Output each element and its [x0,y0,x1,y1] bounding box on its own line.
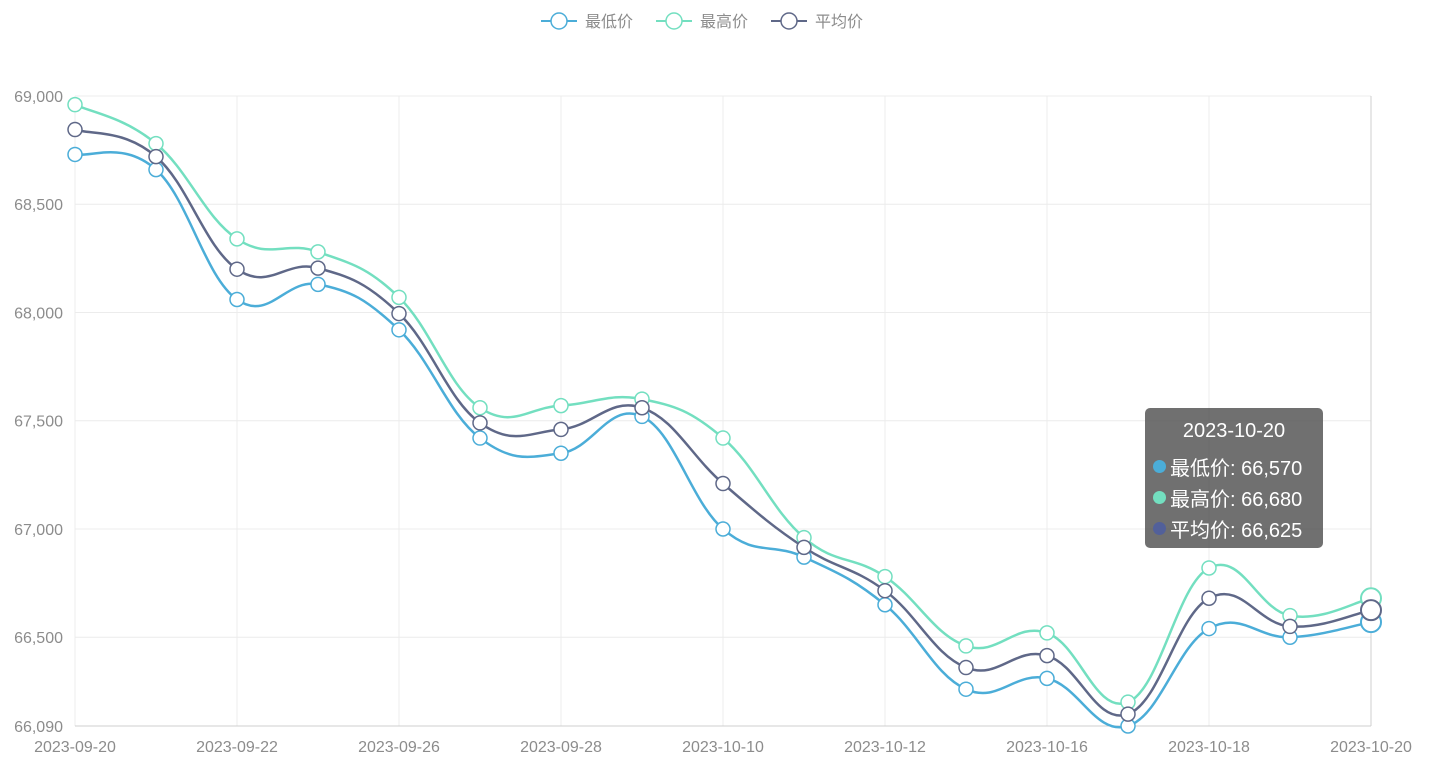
y-tick-label: 69,000 [14,89,63,106]
y-tick-label: 67,500 [14,414,63,431]
tooltip-title: 2023-10-20 [1182,420,1286,442]
tooltip-dot-avg-icon [1153,522,1166,535]
x-tick-label: 2023-10-18 [1168,739,1250,756]
data-point-avg[interactable] [472,415,488,431]
data-point-min[interactable] [310,276,326,293]
tooltip-dot-max-icon [1153,491,1166,504]
x-tick-label: 2023-09-22 [196,739,278,756]
data-point-avg[interactable] [310,260,326,276]
legend-label: 最高价 [700,13,748,31]
y-tick-label: 68,500 [14,197,63,214]
data-point-min[interactable] [715,521,731,537]
data-point-avg[interactable] [553,421,569,438]
data-point-min[interactable] [148,161,164,178]
data-point-max[interactable] [67,96,83,113]
legend-marker-icon [665,12,683,30]
x-tick-label: 2023-10-20 [1330,739,1412,756]
data-point-avg[interactable] [1201,590,1217,607]
data-point-max[interactable] [148,135,164,152]
legend-marker-icon [550,12,568,30]
data-point-avg[interactable] [391,305,407,322]
x-tick-label: 2023-10-10 [682,739,764,756]
data-point-min[interactable] [229,291,245,308]
data-point-avg[interactable] [877,582,893,599]
chart-tooltip: 2023-10-20 最低价: 66,570 最高价: 66,680 平均价: … [1145,408,1323,548]
data-point-max[interactable] [391,289,407,306]
axis-layer: 66,090 66,500 67,000 67,500 68,000 68,500 69,0… [14,89,1412,756]
grid-layer [74,95,1372,727]
data-point-avg[interactable] [1120,706,1136,722]
data-point-avg[interactable] [715,475,731,492]
legend-item-min[interactable]: 最低价 [541,12,633,31]
data-point-avg[interactable] [148,148,164,165]
tooltip-avg-text: 平均价: 66,625 [1170,520,1303,542]
data-point-avg[interactable] [67,121,83,138]
data-point-avg[interactable] [634,400,650,416]
x-tick-label: 2023-09-28 [520,739,602,756]
data-point-max[interactable] [877,568,893,585]
data-point-avg[interactable] [958,659,974,676]
legend[interactable]: 最低价 最高价 平均价 [541,12,863,31]
legend-marker-icon [780,12,798,30]
data-point-min[interactable] [877,597,893,613]
x-tick-label: 2023-10-16 [1006,739,1088,756]
data-point-max[interactable] [1201,560,1217,576]
series-layer [67,96,1382,734]
data-point-avg[interactable] [1282,618,1298,635]
tooltip-row-avg: 平均价: 66,625 [1153,513,1315,544]
data-point-min[interactable] [391,322,407,338]
x-tick-label: 2023-09-26 [358,739,440,756]
tooltip-dot-min-icon [1153,460,1166,473]
data-point-avg[interactable] [796,539,812,556]
legend-item-max[interactable]: 最高价 [656,12,748,31]
y-tick-label: 68,000 [14,305,63,322]
y-tick-label: 66,500 [14,630,63,647]
y-tick-label: 66,090 [14,719,63,736]
tooltip-min-text: 最低价: 66,570 [1170,458,1303,480]
tooltip-row-max: 最高价: 66,680 [1153,482,1315,513]
data-point-avg[interactable] [1360,599,1382,622]
data-point-avg[interactable] [1039,647,1055,664]
legend-label: 最低价 [585,13,633,31]
data-point-max[interactable] [715,430,731,446]
data-point-max[interactable] [472,400,488,416]
data-point-min[interactable] [472,430,488,446]
data-point-min[interactable] [1039,670,1055,687]
data-point-min[interactable] [553,445,569,461]
data-point-avg[interactable] [229,261,245,277]
legend-item-avg[interactable]: 平均价 [771,12,863,31]
data-point-max[interactable] [958,638,974,654]
data-point-max[interactable] [1039,625,1055,641]
data-point-min[interactable] [958,681,974,697]
data-point-max[interactable] [553,397,569,414]
tooltip-max-text: 最高价: 66,680 [1170,489,1303,511]
y-tick-label: 67,000 [14,522,63,539]
legend-label: 平均价 [815,13,863,31]
tooltip-row-min: 最低价: 66,570 [1153,451,1315,482]
x-tick-label: 2023-10-12 [844,739,926,756]
series-line-max [74,103,1372,705]
x-tick-label: 2023-09-20 [34,739,116,756]
data-point-min[interactable] [1201,620,1217,637]
data-point-max[interactable] [310,244,326,260]
data-point-max[interactable] [229,231,245,247]
data-point-min[interactable] [67,146,83,163]
